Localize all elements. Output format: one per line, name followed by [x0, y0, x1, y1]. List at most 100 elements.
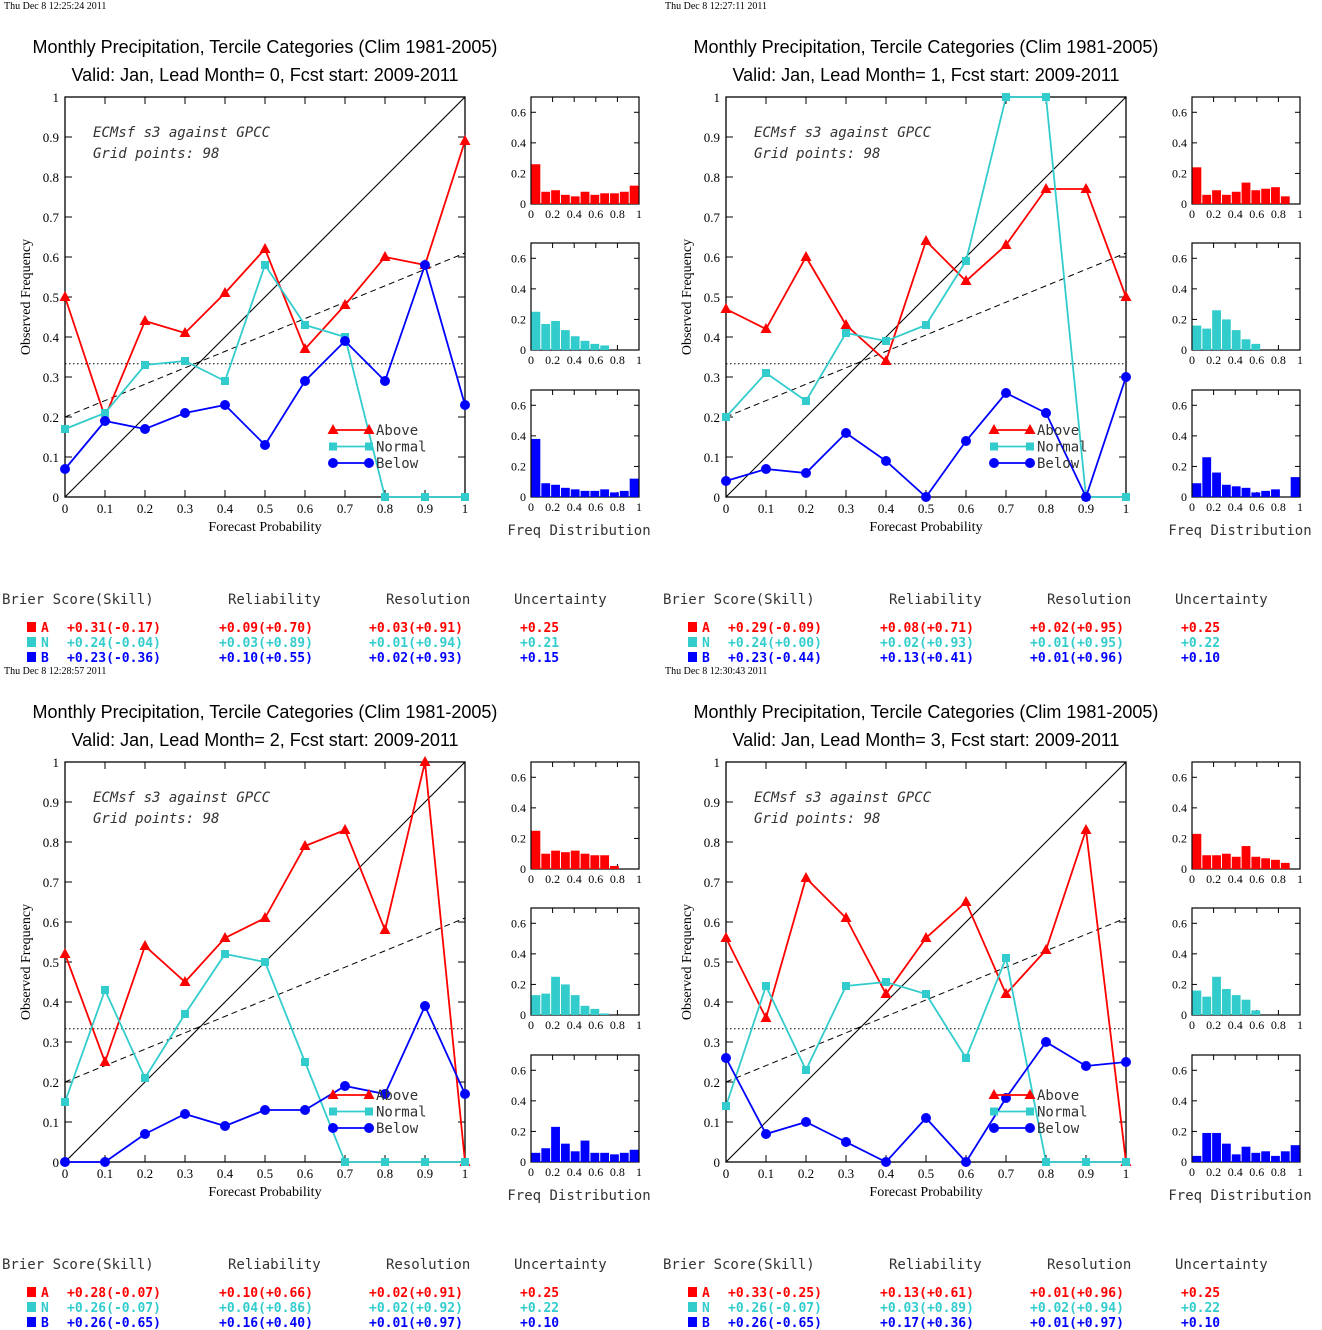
histogram-bar — [1221, 853, 1231, 869]
legend-marker — [1024, 1089, 1036, 1099]
row-label: A — [702, 621, 710, 636]
data-point — [180, 1109, 190, 1119]
hist-x-tick-label: 0.2 — [1206, 872, 1221, 886]
reliability-score: +0.10(+0.55) — [219, 651, 313, 666]
histogram-frame — [530, 96, 640, 205]
y-tick-label: 0 — [53, 1155, 60, 1170]
x-tick-label: 1 — [462, 501, 469, 516]
stats-header: Uncertainty — [1175, 592, 1268, 608]
hist-x-tick-label: 0.6 — [1249, 500, 1264, 514]
uncertainty-score: +0.21 — [520, 636, 559, 651]
y-tick-label: 0.7 — [704, 875, 721, 890]
histogram-bar — [560, 852, 570, 869]
annotation-text: ECMsf s3 against GPCC — [93, 790, 271, 806]
x-tick-label: 1 — [462, 1166, 469, 1181]
resolution-score: +0.01(+0.95) — [1030, 636, 1124, 651]
hist-x-tick-label: 0.4 — [567, 872, 582, 886]
histogram-bar — [1202, 328, 1212, 350]
uncertainty-score: +0.22 — [1181, 1301, 1220, 1316]
histogram-bar — [1231, 191, 1241, 204]
chart-title: Monthly Precipitation, Tercile Categorie… — [33, 702, 498, 722]
histogram-bar — [570, 489, 580, 497]
y-tick-label: 0 — [53, 490, 60, 505]
hist-x-tick-label: 0.6 — [588, 872, 603, 886]
data-point — [960, 275, 972, 285]
row-color-swatch — [27, 652, 36, 662]
perfect-reliability-line — [725, 96, 1127, 498]
histogram-bar — [1212, 190, 1221, 204]
data-point — [341, 1158, 349, 1166]
chart-subtitle: Valid: Jan, Lead Month= 1, Fcst start: 2… — [732, 65, 1119, 85]
row-label: A — [702, 1286, 710, 1301]
hist-y-tick-label: 0.4 — [511, 429, 526, 443]
hist-y-tick-label: 0.2 — [1172, 831, 1187, 845]
legend-marker — [363, 1089, 375, 1099]
data-point — [181, 357, 189, 365]
legend-label: Normal — [1037, 440, 1088, 456]
annotation-text: ECMsf s3 against GPCC — [754, 125, 932, 141]
hist-x-tick-label: 0.8 — [1271, 1018, 1286, 1032]
hist-x-tick-label: 1 — [1297, 1165, 1303, 1179]
y-axis-label: Observed Frequency — [680, 904, 695, 1020]
data-point — [379, 924, 391, 934]
uncertainty-score: +0.25 — [1181, 621, 1220, 636]
hist-x-tick-label: 0.2 — [1206, 500, 1221, 514]
y-tick-label: 0.5 — [43, 955, 59, 970]
hist-x-tick-label: 0.4 — [1228, 1165, 1243, 1179]
resolution-score: +0.01(+0.97) — [369, 1316, 463, 1330]
data-point — [141, 1074, 149, 1082]
legend-label: Normal — [376, 440, 427, 456]
hist-x-tick-label: 1 — [1297, 353, 1303, 367]
histogram-bar — [1271, 859, 1280, 869]
data-point — [721, 1053, 731, 1063]
x-tick-label: 0.3 — [177, 501, 193, 516]
data-point — [420, 260, 430, 270]
no-skill-line — [725, 917, 1127, 1083]
data-point — [461, 493, 469, 501]
histogram-bar — [1261, 188, 1271, 204]
hist-x-tick-label: 0.4 — [1228, 1018, 1243, 1032]
hist-x-tick-label: 0.2 — [1206, 1018, 1221, 1032]
y-tick-label: 0.5 — [704, 290, 720, 305]
no-skill-line — [725, 252, 1127, 418]
brier-score: +0.24(-0.04) — [67, 636, 161, 651]
resolution-score: +0.01(+0.96) — [1030, 651, 1124, 666]
histogram-bar — [580, 1140, 590, 1162]
data-point — [380, 376, 390, 386]
histogram-bar — [580, 191, 590, 204]
histogram-bar — [1251, 1152, 1261, 1162]
data-point — [100, 1157, 110, 1167]
data-point — [59, 948, 71, 958]
histogram-bar — [1251, 492, 1261, 497]
hist-y-tick-label: 0.6 — [511, 770, 526, 784]
x-tick-label: 0.6 — [297, 1166, 314, 1181]
y-tick-label: 0.9 — [43, 130, 59, 145]
hist-y-tick-label: 0 — [520, 197, 526, 211]
hist-x-tick-label: 0.6 — [1249, 1165, 1264, 1179]
legend-label: Below — [1037, 1121, 1080, 1137]
hist-x-tick-label: 0.6 — [588, 1018, 603, 1032]
data-point — [1081, 492, 1091, 502]
data-point — [339, 824, 351, 834]
histogram-bar — [560, 487, 570, 497]
y-tick-label: 0.6 — [704, 915, 721, 930]
histogram-bar — [1251, 343, 1261, 350]
histogram-bar — [560, 1143, 570, 1162]
stats-header: Resolution — [1047, 592, 1131, 608]
legend-marker — [989, 458, 999, 468]
y-tick-label: 0.7 — [43, 210, 60, 225]
data-point — [420, 1001, 430, 1011]
data-point — [921, 492, 931, 502]
resolution-score: +0.02(+0.92) — [369, 1301, 463, 1316]
uncertainty-score: +0.25 — [520, 621, 559, 636]
histogram-bar — [1271, 489, 1280, 497]
legend-marker — [365, 442, 373, 451]
hist-x-tick-label: 0.6 — [588, 500, 603, 514]
y-tick-label: 1 — [714, 755, 721, 770]
y-tick-label: 0.4 — [704, 995, 721, 1010]
histogram-bar — [590, 1008, 600, 1015]
histogram-bar — [610, 865, 619, 869]
hist-x-tick-label: 0.4 — [1228, 500, 1243, 514]
data-point — [801, 1117, 811, 1127]
data-point — [460, 400, 470, 410]
